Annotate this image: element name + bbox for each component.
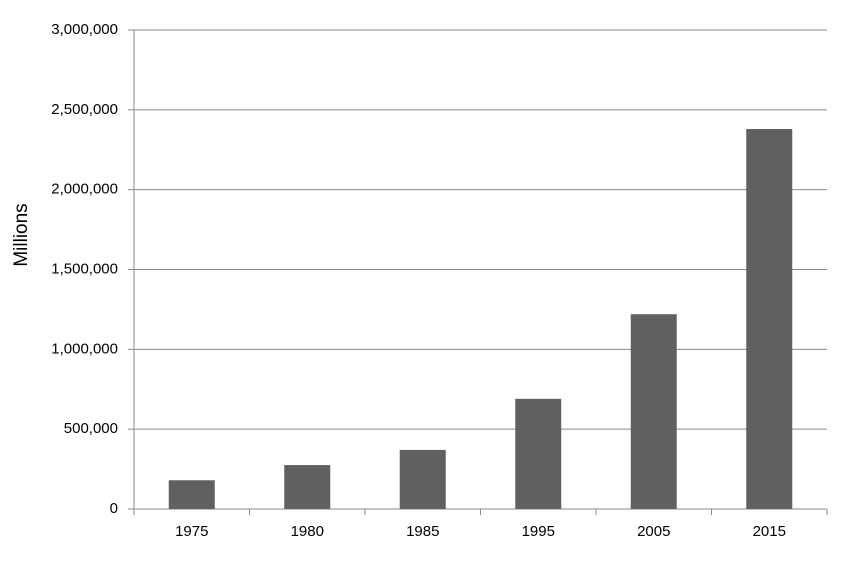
- bar: [515, 398, 562, 509]
- bar: [746, 128, 793, 509]
- x-tick-label: 2015: [753, 523, 786, 540]
- y-tick-label: 0: [110, 500, 118, 517]
- bar: [630, 314, 677, 509]
- x-tick-label: 1985: [406, 523, 439, 540]
- bar: [399, 449, 446, 509]
- bar: [284, 465, 331, 509]
- y-tick-label: 3,000,000: [51, 21, 118, 38]
- x-tick-label: 2005: [637, 523, 670, 540]
- x-tick-label: 1975: [175, 523, 208, 540]
- y-tick-label: 500,000: [64, 420, 118, 437]
- y-tick-label: 2,500,000: [51, 101, 118, 118]
- y-tick-label: 1,000,000: [51, 340, 118, 357]
- y-tick-label: 2,000,000: [51, 181, 118, 198]
- bar: [168, 480, 215, 509]
- y-tick-label: 1,500,000: [51, 260, 118, 277]
- x-tick-label: 1995: [522, 523, 555, 540]
- x-tick-label: 1980: [291, 523, 324, 540]
- y-axis-label: Millions: [11, 203, 32, 266]
